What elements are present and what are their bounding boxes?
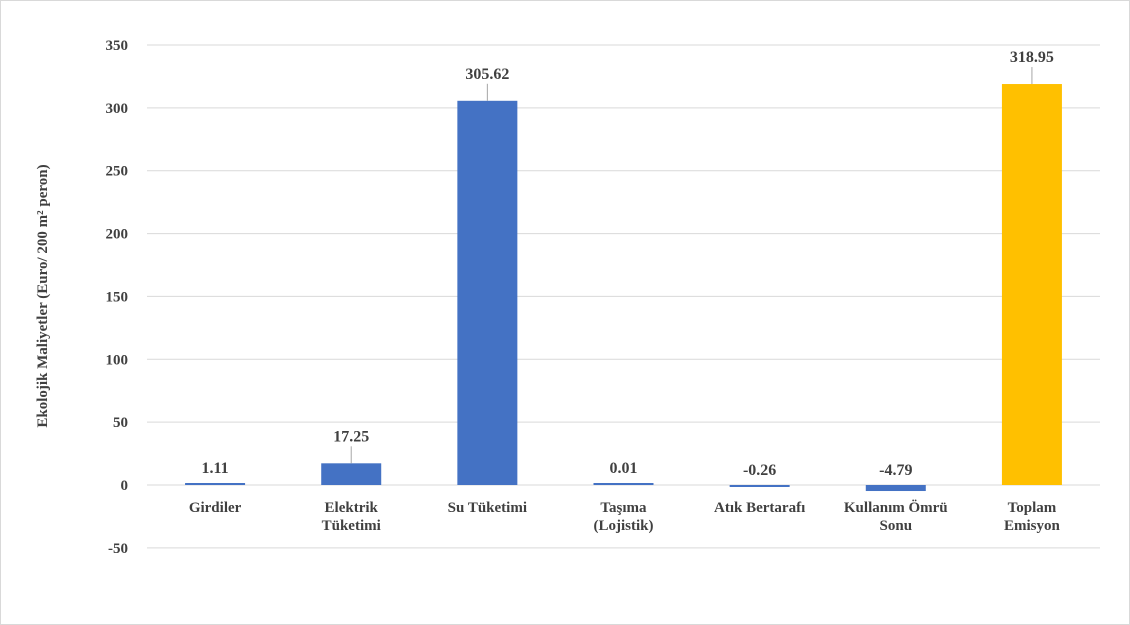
gridlines [147,44,1100,549]
y-tick-label: 300 [106,101,129,117]
bar [321,463,382,485]
category-label: Atık Bertarafı [714,500,805,516]
y-tick-label: 200 [106,227,129,243]
bars [185,84,1062,492]
y-tick-label: 150 [106,289,129,305]
y-tick-label: -50 [108,541,128,557]
category-labels: Girdiler Elektrik Tüketimi Su Tüketimi Taşım… [189,499,1061,534]
data-label: 17.25 [333,428,369,445]
data-label: 1.11 [202,460,229,477]
y-tick-label: 0 [121,478,129,494]
bar [1001,84,1062,485]
data-label: 305.62 [465,66,509,83]
bar [185,483,246,485]
data-label: -4.79 [879,462,912,479]
y-tick-label: 100 [106,352,129,368]
category-label: Elektrik Tüketimi [322,500,381,534]
category-label: Girdiler [189,500,242,516]
data-labels: 1.11 17.25 305.62 0.01 -0.26 -4.79 318.95 [202,49,1054,479]
category-label: Taşıma (Lojistik) [594,500,654,534]
y-axis-title: Ekolojik Maliyetler (Euro/ 200 m² peron) [35,164,51,427]
data-label: 318.95 [1010,49,1054,66]
data-label: -0.26 [743,462,776,479]
bar [729,485,790,487]
bar [865,485,926,492]
category-label: Kullanım Ömrü Sonu [844,499,948,534]
data-label: 0.01 [610,460,638,477]
y-axis-ticks: 350 300 250 200 150 100 50 0 -50 [106,38,129,557]
y-tick-label: 50 [113,415,128,431]
category-label: Su Tüketimi [448,500,527,516]
y-tick-label: 350 [106,38,129,54]
bar [457,100,518,486]
category-label: Toplam Emisyon [1004,500,1061,534]
bar [593,483,654,485]
y-tick-label: 250 [106,164,129,180]
